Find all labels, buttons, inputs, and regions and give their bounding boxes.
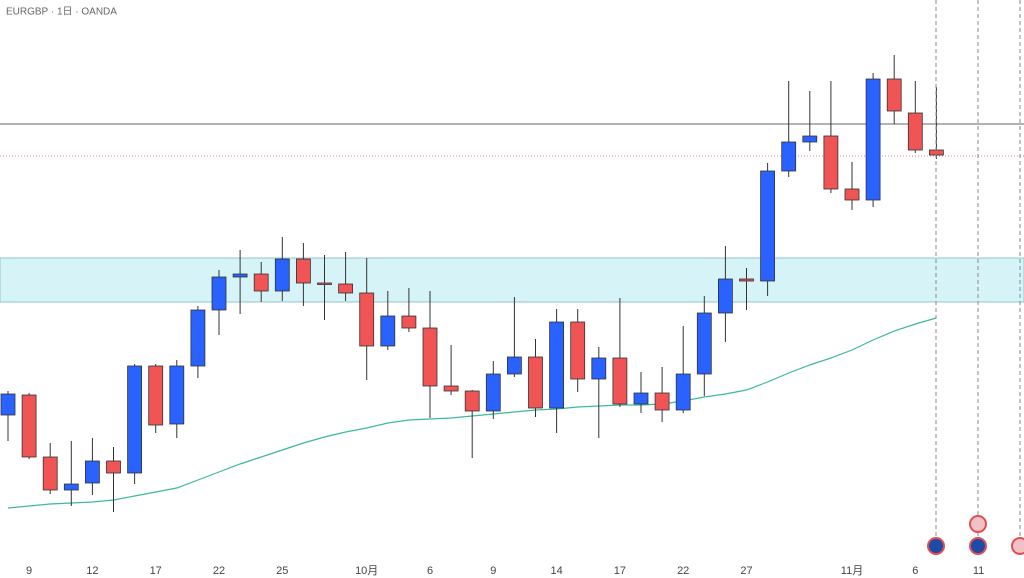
candle-body — [907, 112, 923, 151]
candle-body — [549, 321, 564, 409]
candle-body — [380, 315, 396, 347]
candle-body — [464, 390, 480, 412]
candle-body — [422, 327, 438, 387]
candle-body — [317, 282, 332, 285]
candle-body — [633, 392, 649, 405]
candle-body — [591, 357, 607, 380]
candle-body — [844, 188, 860, 201]
candle-body — [295, 258, 311, 284]
x-tick-label: 6 — [427, 565, 433, 577]
candle-body — [169, 365, 185, 425]
event-markers — [927, 0, 1024, 555]
candle-body — [485, 373, 501, 412]
x-tick-label: 25 — [276, 565, 288, 577]
candle-body — [127, 365, 142, 474]
x-tick-label: 14 — [550, 565, 562, 577]
x-tick-label: 10月 — [355, 565, 378, 577]
x-tick-label: 22 — [677, 565, 689, 577]
candle-body — [42, 456, 58, 491]
candle-body — [232, 273, 248, 278]
candle-body — [190, 309, 206, 367]
candle-body — [211, 276, 227, 311]
event-icon[interactable] — [969, 537, 987, 555]
candle-body — [781, 141, 797, 172]
candle-body — [21, 394, 37, 458]
candle-body — [506, 356, 522, 375]
candle-body — [654, 392, 670, 411]
x-tick-label: 17 — [150, 565, 162, 577]
candle-body — [443, 385, 459, 392]
x-tick-label: 9 — [490, 565, 496, 577]
candle-body — [675, 373, 691, 411]
event-icon[interactable] — [969, 515, 987, 533]
candle-body — [823, 135, 839, 190]
candle-body — [106, 460, 121, 474]
candle-body — [718, 278, 733, 314]
candle-body — [528, 356, 543, 409]
candle-body — [0, 393, 16, 416]
event-icon[interactable] — [1011, 537, 1024, 555]
candle-body — [802, 135, 818, 143]
candle-body — [401, 315, 417, 329]
candle-body — [85, 460, 100, 484]
candle-body — [148, 365, 164, 426]
candle-body — [274, 258, 290, 292]
candle-body — [739, 278, 754, 282]
candle-body — [359, 292, 375, 347]
x-tick-label: 11月 — [841, 565, 863, 577]
x-tick-label: 17 — [614, 565, 626, 577]
candle-body — [612, 357, 628, 405]
x-tick-label: 11 — [973, 565, 984, 577]
candle-body — [886, 78, 902, 112]
candle-body — [570, 321, 586, 380]
candle-body — [760, 170, 775, 282]
candle-body — [63, 483, 79, 491]
x-tick-label: 12 — [86, 565, 98, 577]
event-icon[interactable] — [927, 537, 945, 555]
candle-body — [338, 283, 354, 294]
x-tick-label: 22 — [213, 565, 225, 577]
zone — [0, 257, 1024, 303]
x-tick-label: 9 — [26, 565, 32, 577]
candle-body — [696, 312, 712, 375]
x-tick-label: 27 — [740, 565, 752, 577]
candle-body — [253, 273, 269, 292]
x-tick-label: 6 — [912, 565, 918, 577]
chart-title: EURGBP · 1日 · OANDA — [6, 7, 117, 18]
candle-body — [865, 78, 881, 201]
